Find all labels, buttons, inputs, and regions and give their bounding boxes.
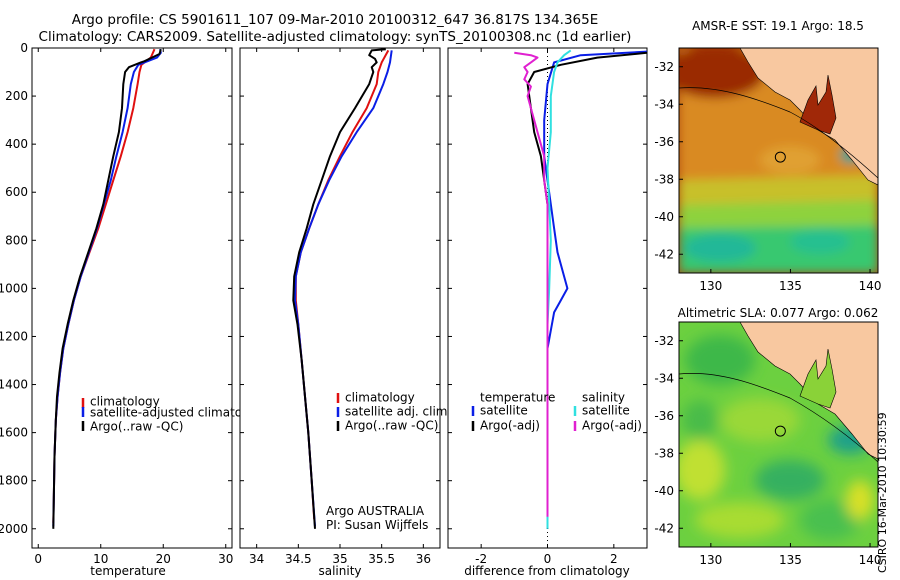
sla-map-image	[679, 322, 878, 547]
difference-series-salinity-argo-adj-	[514, 51, 549, 517]
difference-panel: -2 0 2 difference from climatology tempera…	[447, 47, 648, 578]
sst-map-argo-marker	[774, 151, 786, 163]
sst-map-image	[679, 48, 878, 273]
salinity-legend-satellite: satellite adj. clim.	[345, 405, 451, 419]
temperature-xtick-label: 30	[218, 552, 233, 566]
salinity-xtick-label: 35.5	[368, 552, 395, 566]
salinity-xlabel: salinity	[318, 564, 361, 578]
sst-map-xtick-label: 130	[699, 279, 722, 293]
difference-legend-temp-satellite: satellite	[480, 404, 528, 418]
temperature-ytick-label: 1800	[0, 474, 28, 488]
temperature-legend-argo: Argo(..raw -QC)	[90, 420, 183, 434]
sst-map-ytick-label: -38	[654, 172, 674, 186]
sla-map-xtick-label: 130	[699, 553, 722, 567]
sst-map-ytick-label: -34	[654, 97, 674, 111]
temperature-axes-frame	[31, 47, 233, 549]
difference-legend-salinity: salinity satellite Argo(-adj)	[573, 391, 642, 433]
difference-xtick-label: 2	[610, 552, 618, 566]
temperature-ytick-label: 0	[20, 41, 28, 55]
sst-map-xtick-label: 135	[779, 279, 802, 293]
temperature-ytick-label: 2000	[0, 522, 28, 536]
salinity-panel: 34 34.5 35 35.5 36 salinity climatology sate…	[239, 47, 451, 578]
sst-map-ytick-label: -32	[654, 60, 674, 74]
sst-map-ytick-label: -36	[654, 135, 674, 149]
sla-map-xtick-label: 135	[779, 553, 802, 567]
header-title-line2: Climatology: CARS2009. Satellite-adjuste…	[38, 29, 632, 45]
temperature-ytick-label: 1200	[0, 329, 28, 343]
side-timestamp: CSIRO 16-Mar-2010 10:30:59	[876, 412, 889, 573]
difference-xtick-label: -2	[475, 552, 487, 566]
temperature-xtick-label: 20	[156, 552, 171, 566]
salinity-xtick-label: 35	[332, 552, 347, 566]
temperature-legend-climatology: climatology	[90, 395, 160, 409]
sst-map-title: AMSR-E SST: 19.1 Argo: 18.5	[692, 19, 864, 33]
salinity-series-argo-raw-qc-	[292, 48, 386, 529]
sst-map-frame	[678, 47, 879, 274]
sla-map-ytick-label: -34	[654, 371, 674, 385]
temperature-xtick-label: 0	[34, 552, 42, 566]
salinity-axes-frame	[239, 47, 441, 549]
temperature-legend-satellite: satellite-adjusted climatology	[90, 406, 268, 420]
sst-map-ytick-label: -42	[654, 247, 674, 261]
sst-map-xtick-label: 140	[859, 279, 882, 293]
temperature-panel: 0 10 20 30 0 200 400 600 800 1000 1200 1400 1600 1800…	[0, 41, 268, 578]
sla-map-title: Altimetric SLA: 0.077 Argo: 0.062	[678, 306, 879, 320]
sla-map-ytick-label: -36	[654, 409, 674, 423]
temperature-ytick-label: 400	[5, 137, 28, 151]
sst-map-panel: AMSR-E SST: 19.1 Argo: 18.5 130 135 140 -32…	[654, 19, 881, 293]
temperature-ytick-label: 600	[5, 185, 28, 199]
temperature-ytick-label: 1600	[0, 426, 28, 440]
salinity-legend-argo: Argo(..raw -QC)	[345, 419, 438, 433]
salinity-xtick-label: 34	[249, 552, 264, 566]
salinity-xtick-label: 34.5	[285, 552, 312, 566]
difference-legend-temp-argo: Argo(-adj)	[480, 419, 540, 433]
sla-map-ytick-label: -40	[654, 484, 674, 498]
sla-map-ytick-label: -42	[654, 521, 674, 535]
sla-map-xtick-label: 140	[859, 553, 882, 567]
sla-map-panel: Altimetric SLA: 0.077 Argo: 0.062 130 135…	[654, 306, 881, 567]
temperature-xtick-label: 10	[93, 552, 108, 566]
difference-xlabel: difference from climatology	[464, 564, 630, 578]
difference-legend-sal-satellite: satellite	[582, 404, 630, 418]
temperature-ytick-label: 1400	[0, 378, 28, 392]
header-title-line1: Argo profile: CS 5901611_107 09-Mar-2010…	[71, 12, 599, 28]
difference-legend-temperature-title: temperature	[480, 391, 555, 405]
difference-legend-salinity-title: salinity	[582, 391, 625, 405]
salinity-legend-climatology: climatology	[345, 391, 415, 405]
temperature-xlabel: temperature	[90, 564, 165, 578]
salinity-legend: climatology satellite adj. clim. Argo(..…	[336, 391, 451, 433]
temperature-ytick-label: 800	[5, 233, 28, 247]
temperature-ytick-label: 1000	[0, 281, 28, 295]
difference-xtick-label: 0	[544, 552, 552, 566]
sla-map-ytick-label: -32	[654, 334, 674, 348]
sst-map-ytick-label: -40	[654, 210, 674, 224]
annotation-pi: PI: Susan Wijffels	[326, 518, 428, 532]
difference-legend-temperature: temperature satellite Argo(-adj)	[471, 391, 555, 433]
annotation-argo-australia: Argo AUSTRALIA	[326, 504, 425, 518]
salinity-xtick-label: 36	[416, 552, 431, 566]
sla-map-ytick-label: -38	[654, 446, 674, 460]
temperature-series-argo-raw-qc-	[52, 48, 162, 529]
temperature-ytick-label: 200	[5, 89, 28, 103]
sla-map-frame	[678, 321, 879, 548]
difference-legend-sal-argo: Argo(-adj)	[582, 419, 642, 433]
temperature-legend: climatology satellite-adjusted climatolo…	[81, 395, 268, 434]
sla-map-argo-marker	[774, 425, 786, 437]
